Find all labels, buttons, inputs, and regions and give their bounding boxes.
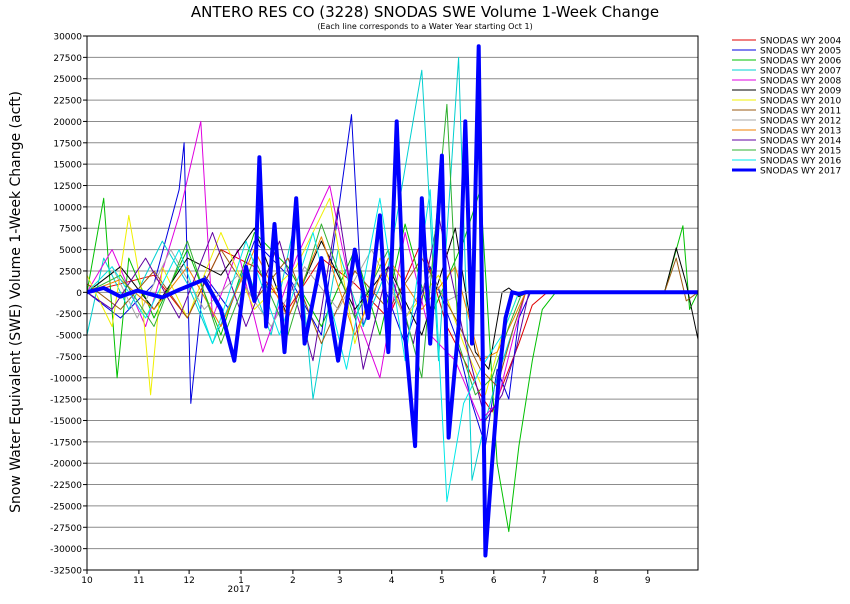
y-tick-label: -22500: [50, 481, 82, 491]
legend-label: SNODAS WY 2010: [760, 97, 841, 107]
y-tick-label: 30000: [53, 33, 82, 43]
series-line-13: [86, 44, 698, 558]
legend-label: SNODAS WY 2016: [760, 157, 841, 167]
y-tick-label: -27500: [50, 524, 82, 534]
y-tick-label: 15000: [53, 161, 82, 171]
legend-label: SNODAS WY 2004: [760, 37, 841, 47]
legend-label: SNODAS WY 2011: [760, 107, 841, 117]
y-tick-label: 0: [76, 289, 82, 299]
y-tick-label: 7500: [59, 225, 82, 235]
x-tick-label: 7: [541, 576, 547, 586]
legend-label: SNODAS WY 2009: [760, 87, 841, 97]
y-tick-label: 20000: [53, 118, 82, 128]
legend-label: SNODAS WY 2006: [760, 57, 841, 67]
y-tick-label: -10000: [50, 374, 82, 384]
legend-label: SNODAS WY 2008: [760, 77, 841, 87]
y-tick-label: 22500: [53, 97, 82, 107]
y-tick-label: -12500: [50, 396, 82, 406]
x-tick-label: 4: [389, 576, 395, 586]
y-tick-label: -30000: [50, 545, 82, 555]
legend-label: SNODAS WY 2013: [760, 127, 841, 137]
y-tick-label: -15000: [50, 417, 82, 427]
x-tick-label: 9: [645, 576, 651, 586]
x-tick-label: 3: [337, 576, 343, 586]
x-tick-label: 10: [81, 576, 93, 586]
x-tick-label: 11: [133, 576, 144, 586]
x-tick-label: 8: [593, 576, 599, 586]
legend-label: SNODAS WY 2007: [760, 67, 841, 77]
axis-layer: 3000027500250002250020000175001500012500…: [50, 33, 651, 587]
y-tick-label: 10000: [53, 203, 82, 213]
legend-label: SNODAS WY 2014: [760, 137, 841, 147]
chart-title: ANTERO RES CO (3228) SNODAS SWE Volume 1…: [191, 3, 659, 21]
y-tick-label: 2500: [59, 267, 82, 277]
y-tick-label: 17500: [53, 139, 82, 149]
y-tick-label: -2500: [56, 310, 82, 320]
y-tick-label: -17500: [50, 438, 82, 448]
y-tick-label: 5000: [59, 246, 82, 256]
series-line-10: [86, 206, 698, 421]
series-layer: [86, 44, 699, 558]
x-year-label: 2017: [228, 585, 251, 595]
legend-label: SNODAS WY 2005: [760, 47, 841, 57]
legend-label: SNODAS WY 2012: [760, 117, 841, 127]
y-tick-label: -5000: [56, 332, 82, 342]
y-tick-label: -32500: [50, 567, 82, 577]
legend-label: SNODAS WY 2015: [760, 147, 841, 157]
y-tick-label: -7500: [56, 353, 82, 363]
y-axis-label: Snow Water Equivalent (SWE) Volume 1-Wee…: [8, 91, 24, 513]
series-line-2: [86, 189, 699, 533]
x-tick-label: 6: [491, 576, 497, 586]
y-tick-label: -25000: [50, 502, 82, 512]
y-tick-label: 12500: [53, 182, 82, 192]
legend-label: SNODAS WY 2017: [760, 167, 841, 177]
y-tick-label: -20000: [50, 460, 82, 470]
x-tick-label: 2: [290, 576, 296, 586]
x-tick-label: 5: [439, 576, 445, 586]
y-tick-label: 25000: [53, 75, 82, 85]
plot-frame: [86, 35, 699, 571]
chart-subtitle: (Each line corresponds to a Water Year s…: [317, 22, 532, 31]
x-tick-label: 12: [183, 576, 194, 586]
x-tick-label: 1: [238, 576, 244, 586]
y-tick-label: 27500: [53, 54, 82, 64]
